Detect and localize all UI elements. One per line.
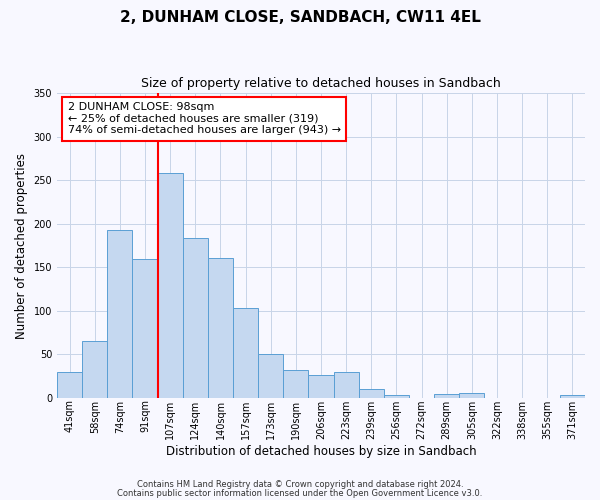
Bar [133,258,158,398]
Bar [233,308,258,398]
Text: 2 DUNHAM CLOSE: 98sqm
← 25% of detached houses are smaller (319)
74% of semi-det: 2 DUNHAM CLOSE: 98sqm ← 25% of detached … [68,102,341,136]
Text: Contains public sector information licensed under the Open Government Licence v3: Contains public sector information licen… [118,490,482,498]
Bar [359,390,384,398]
Title: Size of property relative to detached houses in Sandbach: Size of property relative to detached ho… [141,78,501,90]
Bar [283,370,308,398]
Bar [434,394,459,398]
Bar [459,393,484,398]
Bar [334,372,359,398]
X-axis label: Distribution of detached houses by size in Sandbach: Distribution of detached houses by size … [166,444,476,458]
Bar [107,230,133,398]
Bar [258,354,283,398]
Bar [158,173,183,398]
Text: 2, DUNHAM CLOSE, SANDBACH, CW11 4EL: 2, DUNHAM CLOSE, SANDBACH, CW11 4EL [119,10,481,25]
Bar [308,374,334,398]
Bar [82,342,107,398]
Bar [560,396,585,398]
Bar [384,396,409,398]
Text: Contains HM Land Registry data © Crown copyright and database right 2024.: Contains HM Land Registry data © Crown c… [137,480,463,489]
Bar [57,372,82,398]
Bar [183,238,208,398]
Y-axis label: Number of detached properties: Number of detached properties [15,152,28,338]
Bar [208,258,233,398]
